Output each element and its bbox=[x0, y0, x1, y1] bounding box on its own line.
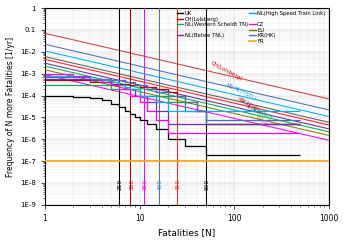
Text: 250: 250 bbox=[117, 178, 122, 190]
Text: NL(BT): NL(BT) bbox=[243, 103, 262, 116]
Text: NL(WST): NL(WST) bbox=[249, 106, 273, 121]
Y-axis label: Frequency of N more Fatalities [1/yr]: Frequency of N more Fatalities [1/yr] bbox=[6, 36, 14, 176]
Text: CH(Lolsberg): CH(Lolsberg) bbox=[209, 61, 243, 82]
Text: 400: 400 bbox=[158, 178, 163, 190]
X-axis label: Fatalities [N]: Fatalities [N] bbox=[158, 228, 215, 237]
Text: KR_NEW: KR_NEW bbox=[236, 96, 259, 112]
Text: 500: 500 bbox=[204, 178, 209, 190]
Text: CZ: CZ bbox=[259, 120, 268, 128]
Text: KR: KR bbox=[225, 82, 234, 90]
Text: 350: 350 bbox=[142, 178, 147, 190]
Legend: UK, CH(Lolsberg), NL(Western Scheldt TN),  , NL(Betwe TNL),  , NL(High Speed Tra: UK, CH(Lolsberg), NL(Western Scheldt TN)… bbox=[176, 11, 326, 44]
Text: 450: 450 bbox=[176, 178, 181, 190]
Text: UK: UK bbox=[238, 97, 247, 105]
Text: EU: EU bbox=[255, 114, 264, 122]
Text: NL(HSTL): NL(HSTL) bbox=[232, 86, 257, 102]
Text: 300: 300 bbox=[129, 178, 134, 190]
